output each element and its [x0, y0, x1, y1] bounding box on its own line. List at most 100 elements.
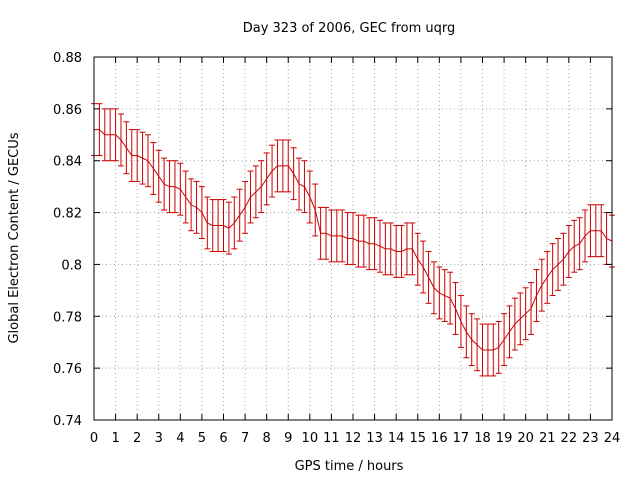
error-bar: [522, 287, 529, 341]
y-tick-label: 0.88: [53, 51, 82, 66]
error-bar: [236, 188, 243, 242]
error-bar: [528, 282, 535, 335]
error-bar: [409, 222, 416, 276]
x-axis-label: GPS time / hours: [295, 459, 404, 474]
axis-ticks: [93, 56, 613, 421]
error-bar: [285, 139, 292, 193]
error-bar: [549, 243, 556, 297]
error-bar: [447, 271, 454, 325]
error-bar: [463, 305, 470, 359]
error-bar: [403, 222, 410, 276]
error-bar: [355, 214, 362, 268]
error-bar: [317, 206, 324, 260]
error-bar: [576, 217, 583, 271]
x-tick-label: 3: [155, 431, 163, 446]
error-bar: [366, 217, 373, 271]
x-tick-label: 0: [90, 431, 98, 446]
error-bar: [468, 313, 475, 367]
error-bar: [166, 160, 173, 214]
x-tick-label: 15: [409, 431, 426, 446]
error-bar: [598, 204, 605, 258]
error-bar: [161, 157, 168, 211]
error-bar: [263, 152, 270, 206]
error-bar: [414, 232, 421, 286]
error-bar: [430, 261, 437, 315]
error-bar: [360, 214, 367, 268]
error-bar: [128, 129, 135, 182]
error-bar: [571, 219, 578, 273]
y-tick-label: 0.74: [53, 414, 82, 429]
x-tick-label: 9: [284, 431, 292, 446]
error-bar: [101, 108, 108, 162]
x-tick-label: 6: [219, 431, 227, 446]
error-bar: [506, 305, 513, 359]
error-bar: [592, 204, 599, 258]
y-tick-label: 0.86: [53, 103, 82, 118]
error-bar: [582, 209, 589, 263]
error-bar: [398, 225, 405, 278]
x-tick-label: 12: [345, 431, 362, 446]
x-tick-label: 13: [366, 431, 383, 446]
error-bar: [517, 292, 524, 346]
error-bar: [441, 269, 448, 322]
error-bar: [382, 222, 389, 276]
x-tick-label: 18: [474, 431, 491, 446]
x-tick-label: 14: [388, 431, 405, 446]
error-bar: [296, 157, 303, 211]
x-tick-label: 10: [302, 431, 319, 446]
error-bar: [560, 232, 567, 286]
error-bar: [171, 160, 178, 214]
error-bar: [555, 238, 562, 291]
error-bar: [144, 134, 151, 188]
x-tick-label: 23: [582, 431, 599, 446]
error-bar: [225, 201, 232, 255]
error-bar: [565, 225, 572, 278]
error-bar: [279, 139, 286, 193]
error-bar: [393, 225, 400, 278]
error-bar: [231, 196, 238, 250]
error-bar: [242, 180, 249, 234]
error-bar: [328, 209, 335, 263]
x-tick-label: 20: [517, 431, 534, 446]
error-bar: [312, 183, 319, 237]
error-bar: [112, 108, 119, 162]
y-tick-label: 0.78: [53, 310, 82, 325]
x-tick-label: 5: [198, 431, 206, 446]
error-bar: [350, 212, 356, 265]
x-tick-label: 7: [241, 431, 249, 446]
error-bar: [452, 282, 459, 335]
y-tick-label: 0.76: [53, 362, 82, 377]
x-tick-label: 2: [133, 431, 141, 446]
error-bar: [182, 170, 189, 224]
error-bar: [544, 250, 551, 304]
error-bar: [306, 170, 313, 224]
error-bar: [501, 313, 508, 367]
y-tick-labels: 0.74 0.76 0.78 0.8 0.82 0.84 0.86 0.88: [53, 51, 82, 429]
error-bar: [495, 320, 502, 374]
error-bar: [420, 240, 427, 294]
error-bar: [209, 199, 216, 252]
error-bar: [474, 318, 481, 372]
error-bar: [269, 144, 276, 198]
x-tick-label: 16: [431, 431, 448, 446]
x-tick-label: 17: [453, 431, 470, 446]
error-bar: [323, 206, 330, 260]
error-bar: [107, 108, 114, 162]
x-tick-label: 4: [176, 431, 184, 446]
y-tick-label: 0.84: [53, 155, 82, 170]
error-bar: [188, 178, 195, 232]
error-bar: [177, 162, 184, 216]
chart-title: Day 323 of 2006, GEC from uqrg: [243, 21, 456, 36]
grid: [94, 57, 612, 420]
error-bar: [198, 186, 205, 239]
error-bar: [339, 209, 346, 263]
error-bar: [290, 147, 297, 201]
error-bar: [333, 209, 340, 263]
error-bar: [301, 160, 308, 214]
error-bar: [371, 217, 378, 271]
error-bar: [252, 165, 259, 219]
error-bar: [215, 199, 222, 252]
error-bar: [425, 250, 432, 304]
error-bar: [376, 219, 383, 273]
x-tick-label: 24: [604, 431, 621, 446]
